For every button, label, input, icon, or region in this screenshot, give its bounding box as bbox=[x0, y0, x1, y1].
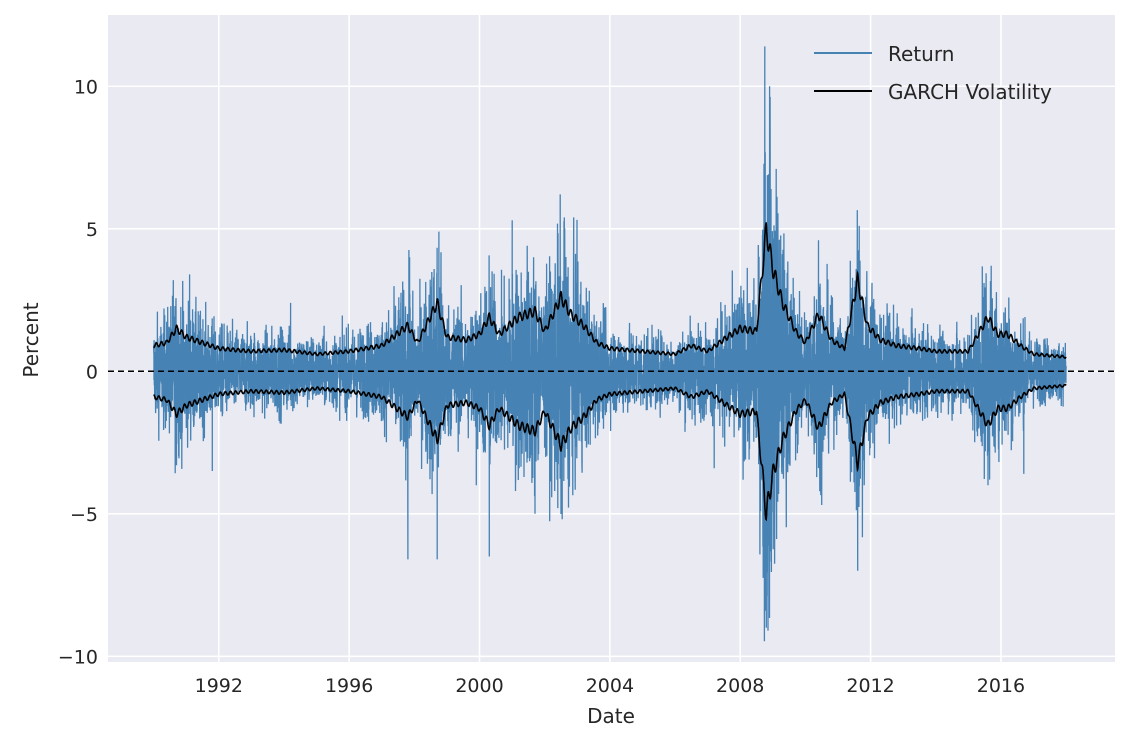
legend: Return GARCH Volatility bbox=[814, 42, 1052, 104]
y-tick-label: 10 bbox=[74, 76, 98, 98]
y-tick-label: −10 bbox=[58, 646, 98, 668]
legend-label-volatility: GARCH Volatility bbox=[888, 80, 1052, 104]
volatility-upper-line bbox=[153, 222, 1067, 359]
x-tick-label: 2000 bbox=[455, 675, 503, 697]
y-axis-ticks: −10 −5 0 5 10 bbox=[58, 76, 98, 668]
x-axis-label: Date bbox=[587, 704, 635, 728]
volatility-lower-line bbox=[153, 383, 1067, 522]
x-tick-label: 2004 bbox=[586, 675, 634, 697]
x-tick-label: 1996 bbox=[325, 675, 373, 697]
y-tick-label: 5 bbox=[86, 219, 98, 241]
x-tick-label: 2008 bbox=[716, 675, 764, 697]
legend-label-return: Return bbox=[888, 42, 954, 66]
x-tick-label: 1992 bbox=[195, 675, 243, 697]
y-tick-label: −5 bbox=[70, 504, 98, 526]
x-axis-ticks: 1992 1996 2000 2004 2008 2012 2016 bbox=[195, 675, 1025, 697]
y-tick-label: 0 bbox=[86, 361, 98, 383]
return-series-line bbox=[152, 46, 1067, 642]
x-tick-label: 2012 bbox=[846, 675, 894, 697]
y-axis-label: Percent bbox=[19, 302, 43, 377]
x-tick-label: 2016 bbox=[977, 675, 1025, 697]
